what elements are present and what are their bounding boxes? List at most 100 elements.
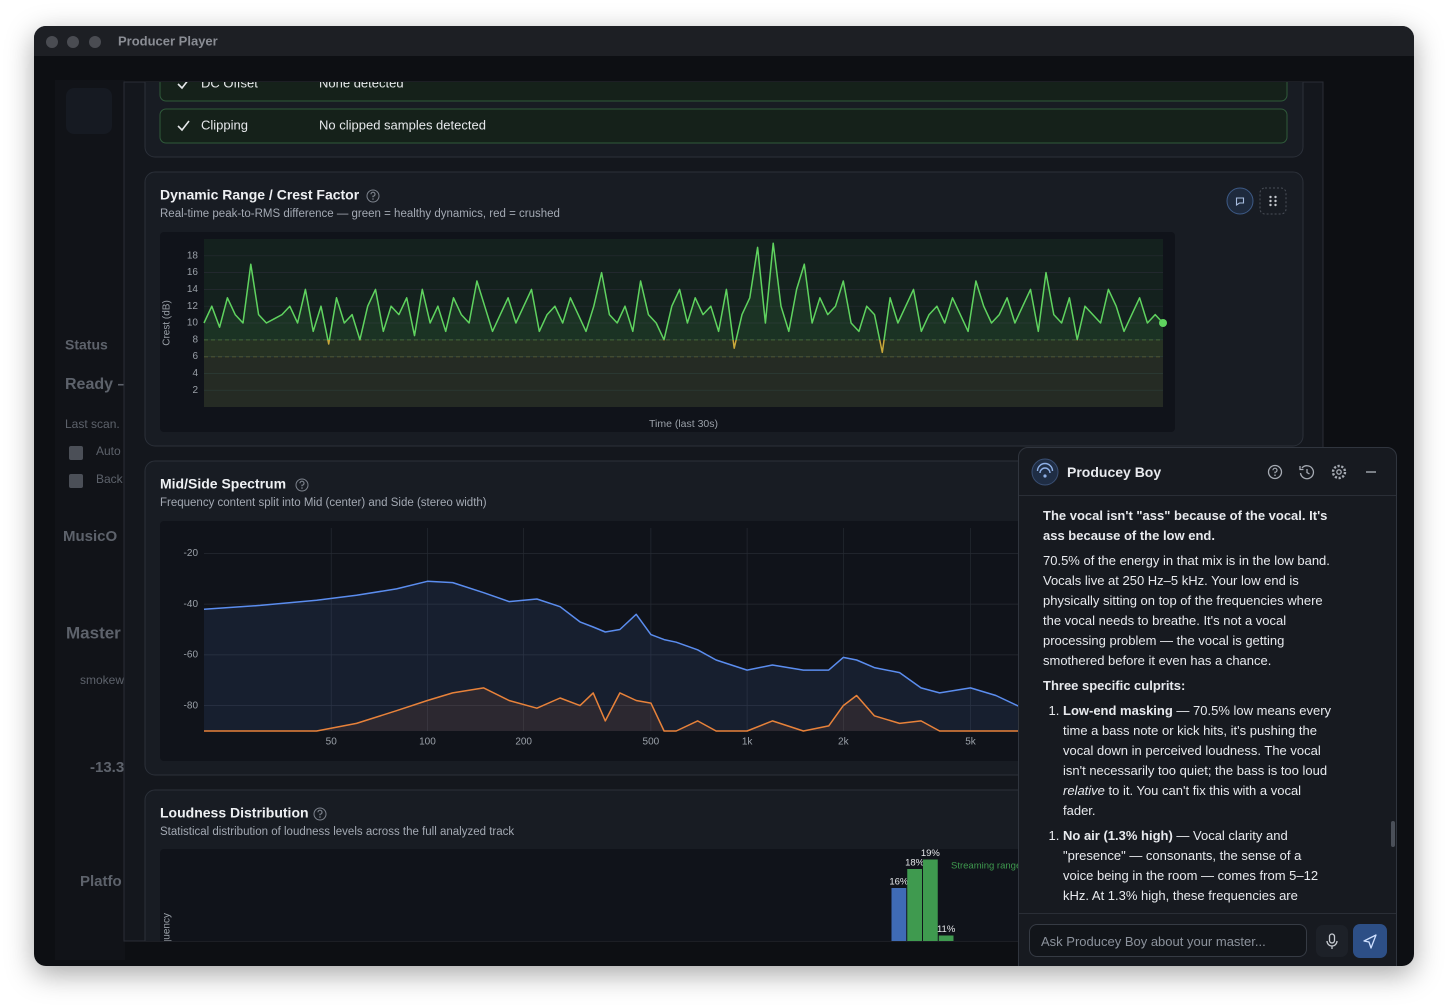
bar — [907, 869, 922, 941]
title-bar — [34, 26, 1414, 56]
series-area — [204, 581, 1163, 731]
card-subtitle: Real-time peak-to-RMS difference — green… — [160, 208, 560, 220]
paragraph: 70.5% of the energy in that mix is in th… — [1043, 551, 1335, 671]
scrollbar[interactable] — [1391, 821, 1395, 847]
series-line — [203, 580, 1164, 732]
message-input[interactable]: Ask Producey Boy about your master... — [1029, 924, 1307, 957]
mic-button[interactable] — [1316, 925, 1348, 957]
assistant-header: Producey Boy — [1019, 448, 1396, 496]
y-tick-label: 16 — [187, 267, 199, 278]
x-axis-label: Time (last 30s) — [649, 418, 718, 430]
background-text: MusicO — [63, 528, 118, 545]
x-tick-label: 100 — [419, 737, 436, 748]
background-text: Ready – — [65, 376, 126, 393]
paragraph: Three specific culprits: — [1043, 676, 1335, 696]
bar — [891, 888, 907, 941]
settings-button[interactable] — [1331, 464, 1347, 480]
x-tick-label: 1k — [742, 737, 754, 748]
window-title: Producer Player — [118, 33, 218, 48]
background-text: smokew — [80, 673, 124, 687]
input-placeholder: Ask Producey Boy about your master... — [1041, 934, 1266, 949]
card-title: Mid/Side Spectrum — [160, 476, 286, 492]
series-line — [203, 242, 1164, 354]
background-text: Status — [65, 337, 108, 353]
background-text: Back — [96, 472, 124, 486]
series-line — [204, 687, 1163, 732]
end-marker — [1159, 319, 1167, 327]
app-icon — [66, 88, 112, 134]
y-tick-label: -40 — [184, 599, 199, 610]
text-run: — 70.5% low means every time a bass note… — [1063, 703, 1332, 778]
y-tick-label: 8 — [192, 334, 198, 345]
check-icon — [177, 82, 188, 90]
y-axis-label: Frequency — [162, 913, 173, 960]
app-canvas: Producer Player Status Ready – Last scan. A… — [34, 26, 1414, 960]
background-text: Platfo — [80, 873, 122, 890]
assistant-avatar — [1031, 458, 1059, 486]
y-tick-label: 18 — [187, 250, 199, 261]
help-icon[interactable] — [366, 189, 380, 203]
text-run: No air (1.3% high) — [1063, 828, 1173, 843]
text-run: — Vocal clarity and "presence" — consona… — [1063, 828, 1319, 903]
annotation: Streaming range — [951, 861, 1021, 872]
y-tick-label: 6 — [192, 351, 198, 362]
bar — [938, 935, 954, 941]
list-item: No air (1.3% high) — Vocal clarity and "… — [1063, 826, 1335, 906]
help-button[interactable] — [1267, 464, 1283, 480]
text-run: The vocal isn't "ass" because of the voc… — [1043, 508, 1328, 543]
card-title: Dynamic Range / Crest Factor — [160, 187, 360, 203]
background-text: -13.3 — [90, 759, 124, 776]
help-icon[interactable] — [295, 478, 309, 492]
check-result: None detected — [319, 75, 404, 90]
text-run: relative — [1063, 783, 1105, 798]
x-tick-label: 2k — [838, 737, 850, 748]
assistant-title: Producey Boy — [1067, 464, 1162, 480]
check-result: No clipped samples detected — [319, 117, 486, 132]
value-label: 18% — [905, 858, 925, 869]
help-icon[interactable] — [313, 807, 327, 821]
value-label: 16% — [889, 877, 909, 888]
y-tick-label: 2 — [192, 385, 198, 396]
checkbox[interactable] — [69, 446, 83, 460]
composer: Ask Producey Boy about your master... — [1019, 913, 1396, 966]
check-row — [159, 82, 1288, 102]
y-tick-label: -80 — [184, 700, 199, 711]
check-icon — [177, 120, 190, 132]
y-tick-label: -60 — [184, 650, 199, 661]
drag-handle[interactable] — [1259, 187, 1287, 215]
y-axis-label: Crest (dB) — [162, 300, 173, 346]
header-icons — [1031, 458, 1376, 486]
bar — [923, 859, 938, 941]
text-run: 70.5% of the energy in that mix is in th… — [1043, 553, 1330, 668]
x-tick-label: 50 — [326, 737, 338, 748]
card-subtitle: Frequency content split into Mid (center… — [160, 497, 487, 509]
background-text: Last scan. — [65, 417, 120, 431]
series-area — [204, 687, 1163, 731]
background-text: Master — [66, 623, 121, 642]
zoom-button[interactable] — [89, 36, 101, 48]
app-window: Producer Player Status Ready – Last scan. A… — [34, 26, 1414, 966]
chart: 16% 18%19% 11% Streaming range Frequency — [162, 848, 1021, 960]
y-tick-label: 10 — [187, 318, 199, 329]
x-tick-label: 5k — [965, 737, 977, 748]
card-subtitle: Statistical distribution of loudness lev… — [160, 826, 514, 838]
comment-button[interactable] — [1226, 187, 1254, 215]
chart-area — [160, 849, 1290, 941]
send-button[interactable] — [1353, 924, 1387, 958]
minimize-button[interactable] — [67, 36, 79, 48]
numbered-list: Low-end masking — 70.5% low means every … — [1043, 701, 1335, 821]
chart-area — [160, 232, 1175, 432]
sidebar-dim — [55, 80, 125, 960]
y-tick-label: 12 — [187, 301, 199, 312]
history-button[interactable] — [1299, 465, 1315, 480]
zone — [204, 356, 1163, 407]
checkbox[interactable] — [69, 474, 83, 488]
close-button[interactable] — [46, 36, 58, 48]
value-label: 19% — [921, 848, 941, 859]
check-row — [159, 108, 1288, 144]
background-text: Auto — [96, 444, 121, 458]
x-tick-label: 500 — [643, 737, 660, 748]
check-label: Clipping — [201, 117, 248, 132]
assistant-panel: Producey Boy The vocal isn't "ass" becau… — [1018, 447, 1397, 966]
y-tick-label: -20 — [184, 548, 199, 559]
